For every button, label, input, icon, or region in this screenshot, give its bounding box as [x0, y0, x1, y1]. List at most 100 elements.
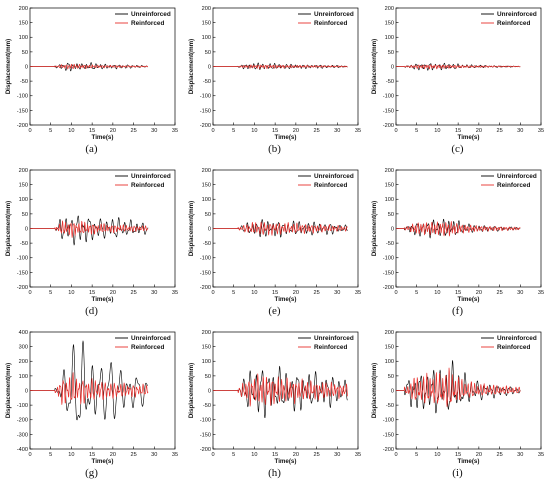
y-tick-label: -400	[17, 447, 28, 453]
x-tick-label: 5	[415, 452, 418, 458]
y-tick-label: -50	[20, 241, 28, 247]
y-tick-label: -150	[17, 108, 28, 114]
x-tick-label: 35	[172, 452, 178, 458]
x-tick-label: 20	[110, 290, 116, 296]
y-tick-label: -100	[383, 256, 394, 262]
y-tick-label: 0	[25, 388, 28, 394]
x-tick-label: 35	[538, 452, 544, 458]
y-tick-label: -50	[386, 403, 394, 409]
series-line-reinforced	[213, 221, 348, 236]
y-tick-label: 100	[19, 197, 28, 203]
legend-label: Reinforced	[497, 20, 530, 27]
legend-label: Unreinforced	[131, 335, 171, 342]
y-tick-label: 100	[385, 197, 394, 203]
series-line-unreinforced	[213, 365, 348, 419]
x-tick-label: 5	[415, 128, 418, 134]
x-tick-label: 25	[496, 290, 502, 296]
x-tick-label: 20	[476, 452, 482, 458]
x-tick-label: 20	[476, 290, 482, 296]
y-tick-label: 100	[202, 197, 211, 203]
x-tick-label: 25	[496, 128, 502, 134]
x-axis-title: Time(s)	[275, 134, 297, 141]
legend-label: Reinforced	[497, 182, 530, 189]
y-tick-label: 50	[388, 212, 394, 218]
x-tick-label: 30	[334, 452, 340, 458]
series-line-reinforced	[396, 64, 521, 70]
legend-label: Reinforced	[314, 182, 347, 189]
y-tick-label: 50	[205, 212, 211, 218]
x-tick-label: 20	[110, 128, 116, 134]
chart-panel: -200 -150 -100 -50 0 50 100 150 200 0 5 10 15 20 25 30 3…	[183, 162, 366, 324]
panel-caption: (c)	[451, 143, 464, 155]
panel-caption: (i)	[452, 467, 463, 479]
x-tick-label: 25	[313, 128, 319, 134]
chart-panel: -200 -150 -100 -50 0 50 100 150 200 0 5 10 15 20 25 30 3…	[0, 162, 183, 324]
series-line-unreinforced	[213, 62, 348, 70]
y-tick-label: 150	[19, 21, 28, 27]
x-tick-label: 15	[272, 452, 278, 458]
x-tick-label: 10	[251, 290, 257, 296]
chart-svg: -200 -150 -100 -50 0 50 100 150 200 0 5 10 15 20 25 30 3…	[371, 330, 544, 465]
y-tick-label: 0	[391, 64, 394, 70]
y-tick-label: -200	[383, 285, 394, 291]
y-tick-label: 300	[19, 345, 28, 351]
series-line-reinforced	[213, 64, 348, 70]
series-line-unreinforced	[30, 215, 149, 246]
x-tick-label: 20	[110, 452, 116, 458]
chart-panel: -200 -150 -100 -50 0 50 100 150 200 0 5 10 15 20 25 30 3…	[366, 162, 549, 324]
chart-svg: -200 -150 -100 -50 0 50 100 150 200 0 5 10 15 20 25 30 3…	[5, 168, 178, 303]
y-tick-label: 0	[391, 226, 394, 232]
y-tick-label: 100	[385, 359, 394, 365]
y-tick-label: 50	[388, 50, 394, 56]
y-axis-title: Displacement(mm)	[188, 363, 195, 418]
x-tick-label: 0	[28, 452, 31, 458]
y-tick-label: -150	[200, 270, 211, 276]
chart-svg: -200 -150 -100 -50 0 50 100 150 200 0 5 10 15 20 25 30 3…	[371, 168, 544, 303]
x-axis-title: Time(s)	[92, 296, 114, 303]
y-axis-title: Displacement(mm)	[188, 39, 195, 94]
x-tick-label: 15	[455, 128, 461, 134]
y-tick-label: -100	[200, 418, 211, 424]
panel-caption: (h)	[268, 467, 281, 479]
series-line-unreinforced	[396, 360, 521, 414]
y-tick-label: 150	[385, 183, 394, 189]
legend-label: Unreinforced	[131, 11, 171, 18]
series-line-reinforced	[213, 373, 348, 407]
x-tick-label: 0	[211, 128, 214, 134]
y-tick-label: 150	[385, 21, 394, 27]
y-tick-label: 50	[388, 374, 394, 380]
y-tick-label: 200	[202, 6, 211, 12]
y-tick-label: -200	[200, 285, 211, 291]
y-axis-title: Displacement(mm)	[188, 201, 195, 256]
y-tick-label: -200	[200, 123, 211, 129]
panel-caption: (a)	[85, 143, 98, 155]
series-line-reinforced	[396, 367, 521, 407]
y-tick-label: 200	[19, 359, 28, 365]
y-tick-label: 0	[208, 388, 211, 394]
y-tick-label: 200	[385, 6, 394, 12]
y-tick-label: 0	[391, 388, 394, 394]
legend-label: Unreinforced	[497, 11, 537, 18]
y-tick-label: -150	[383, 432, 394, 438]
y-tick-label: -50	[203, 241, 211, 247]
y-tick-label: 200	[202, 330, 211, 336]
y-tick-label: 100	[202, 359, 211, 365]
x-tick-label: 20	[293, 290, 299, 296]
x-tick-label: 5	[49, 290, 52, 296]
legend-label: Unreinforced	[314, 335, 354, 342]
y-tick-label: -50	[386, 79, 394, 85]
x-tick-label: 5	[49, 452, 52, 458]
x-axis-title: Time(s)	[458, 134, 480, 141]
y-axis-title: Displacement(mm)	[5, 201, 12, 256]
y-tick-label: -100	[17, 94, 28, 100]
x-tick-label: 5	[415, 290, 418, 296]
y-tick-label: 50	[22, 50, 28, 56]
legend-label: Unreinforced	[314, 173, 354, 180]
y-tick-label: 200	[19, 168, 28, 174]
y-tick-label: -200	[17, 123, 28, 129]
legend-label: Reinforced	[497, 344, 530, 351]
x-tick-label: 35	[355, 128, 361, 134]
series-line-reinforced	[30, 220, 149, 238]
chart-svg: -200 -150 -100 -50 0 50 100 150 200 0 5 10 15 20 25 30 3…	[371, 6, 544, 141]
y-tick-label: 50	[22, 212, 28, 218]
